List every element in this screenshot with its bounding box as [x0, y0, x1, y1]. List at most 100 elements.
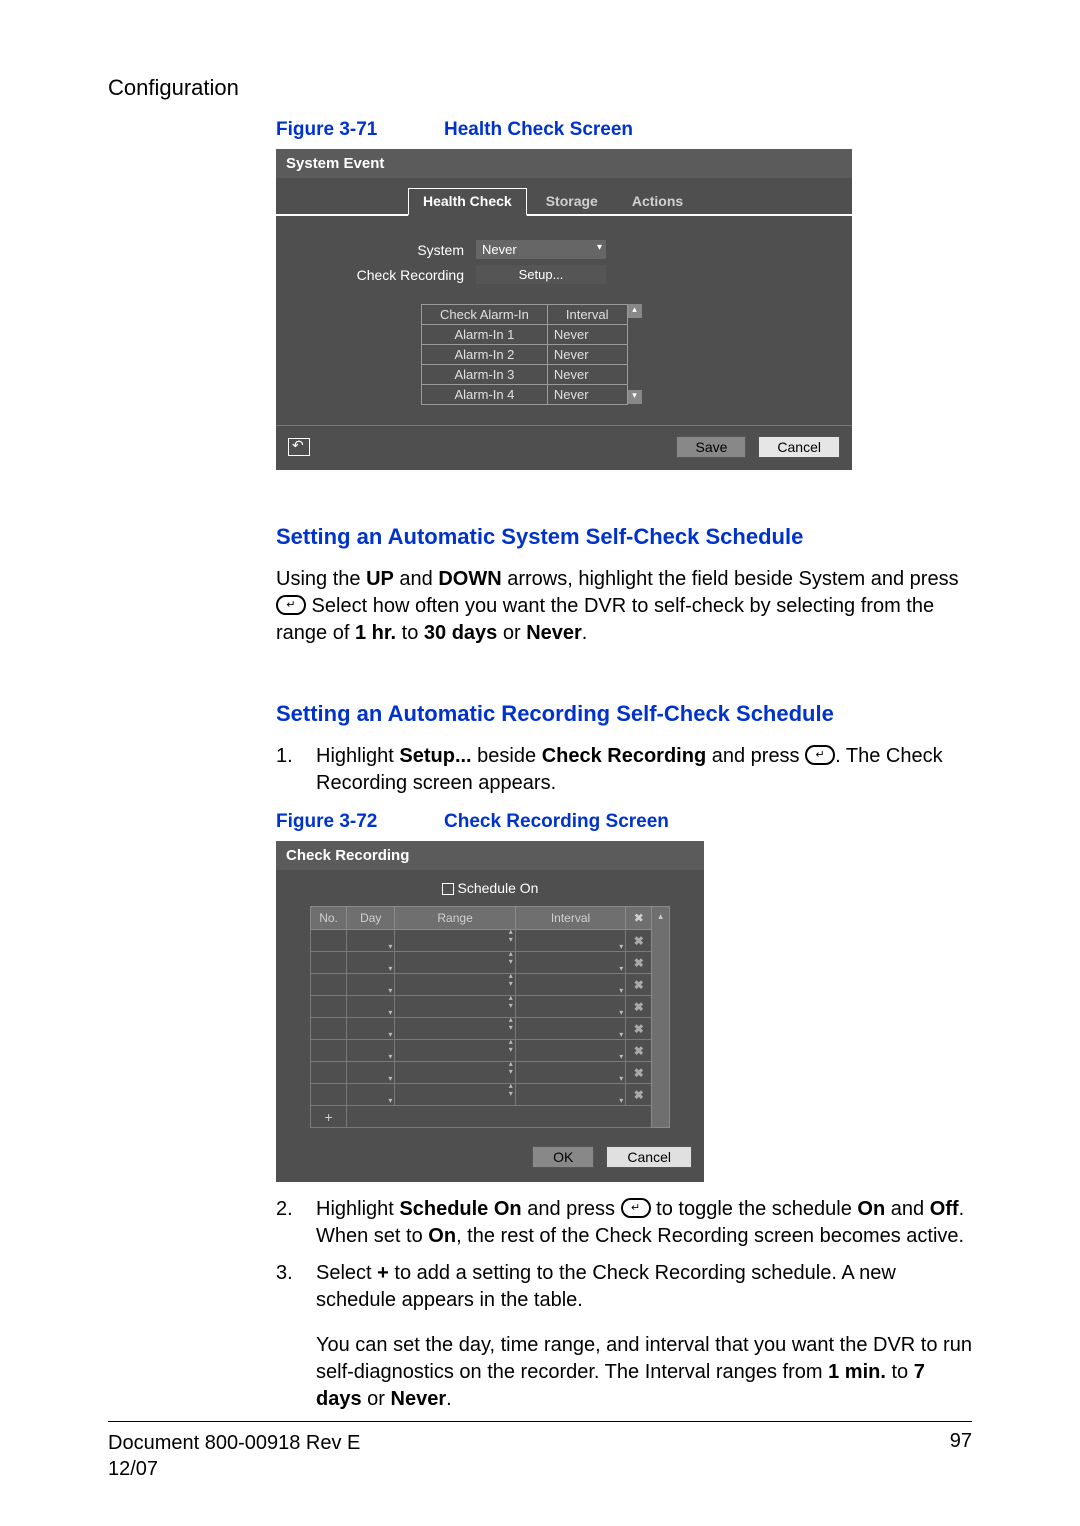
- table-row: ✖: [311, 1040, 670, 1062]
- dialog-title: System Event: [276, 149, 852, 178]
- range-cell[interactable]: [395, 952, 515, 974]
- table-row: ✖: [311, 1084, 670, 1106]
- figure-number-1: Figure 3-71: [276, 119, 444, 141]
- bold-text: Off: [930, 1198, 959, 1220]
- alarm-row-name: Alarm-In 4: [422, 385, 548, 405]
- delete-cell[interactable]: ✖: [626, 1062, 652, 1084]
- bold-text: On: [428, 1225, 456, 1247]
- bold-text: Check Recording: [542, 745, 706, 767]
- day-cell[interactable]: [347, 952, 395, 974]
- text: to: [396, 622, 424, 644]
- interval-cell[interactable]: [515, 996, 625, 1018]
- delete-cell[interactable]: ✖: [626, 1018, 652, 1040]
- tab-health-check[interactable]: Health Check: [408, 188, 527, 216]
- bold-text: +: [377, 1262, 389, 1284]
- system-dropdown[interactable]: Never: [476, 240, 606, 259]
- page-footer: Document 800-00918 Rev E 12/07 97: [108, 1421, 972, 1482]
- system-label: System: [276, 242, 476, 258]
- bold-text: 1 hr.: [355, 622, 396, 644]
- col-day: Day: [347, 907, 395, 930]
- interval-cell[interactable]: [515, 930, 625, 952]
- range-cell[interactable]: [395, 1084, 515, 1106]
- enter-icon: ↵: [805, 745, 835, 765]
- tab-actions[interactable]: Actions: [617, 188, 698, 214]
- list-number: 3.: [276, 1260, 316, 1413]
- alarm-row-interval[interactable]: Never: [547, 385, 627, 405]
- interval-cell[interactable]: [515, 1018, 625, 1040]
- bold-text: Setup...: [399, 745, 471, 767]
- save-button[interactable]: Save: [676, 436, 746, 458]
- scroll-up-icon[interactable]: ▴: [628, 304, 642, 318]
- interval-cell[interactable]: [515, 952, 625, 974]
- bold-text: On: [857, 1198, 885, 1220]
- text: and press: [706, 745, 805, 767]
- day-cell[interactable]: [347, 1084, 395, 1106]
- scroll-down-icon[interactable]: ▾: [628, 390, 642, 404]
- range-cell[interactable]: [395, 1018, 515, 1040]
- day-cell[interactable]: [347, 1040, 395, 1062]
- alarm-row-interval[interactable]: Never: [547, 365, 627, 385]
- range-cell[interactable]: [395, 996, 515, 1018]
- schedule-on-checkbox[interactable]: Schedule On: [276, 870, 704, 906]
- ok-button[interactable]: OK: [532, 1146, 594, 1168]
- figure-label-2: Figure 3-72Check Recording Screen: [276, 811, 972, 833]
- delete-cell[interactable]: ✖: [626, 1040, 652, 1062]
- day-cell[interactable]: [347, 930, 395, 952]
- range-cell[interactable]: [395, 974, 515, 996]
- text: to toggle the schedule: [651, 1198, 858, 1220]
- checkbox-icon[interactable]: [442, 883, 454, 895]
- col-delete: ✖: [626, 907, 652, 930]
- range-cell[interactable]: [395, 930, 515, 952]
- setup-button[interactable]: Setup...: [476, 265, 606, 284]
- scrollbar[interactable]: ▴: [652, 907, 670, 1128]
- bold-text: Never: [391, 1388, 447, 1410]
- range-cell[interactable]: [395, 1040, 515, 1062]
- text: or: [362, 1388, 391, 1410]
- table-row: ✖: [311, 974, 670, 996]
- bold-text: 1 min.: [828, 1361, 886, 1383]
- alarm-row-name: Alarm-In 1: [422, 325, 548, 345]
- day-cell[interactable]: [347, 1018, 395, 1040]
- col-range: Range: [395, 907, 515, 930]
- list-text: Highlight Setup... beside Check Recordin…: [316, 743, 972, 797]
- day-cell[interactable]: [347, 974, 395, 996]
- table-row: ✖: [311, 1018, 670, 1040]
- text: arrows, highlight the field beside Syste…: [502, 568, 959, 590]
- schedule-on-label: Schedule On: [458, 880, 539, 896]
- cancel-button[interactable]: Cancel: [606, 1146, 692, 1168]
- delete-cell[interactable]: ✖: [626, 952, 652, 974]
- schedule-table: No. Day Range Interval ✖ ▴ ✖ ✖ ✖ ✖ ✖ ✖ ✖…: [310, 906, 670, 1128]
- check-recording-label: Check Recording: [276, 267, 476, 283]
- day-cell[interactable]: [347, 996, 395, 1018]
- col-no: No.: [311, 907, 347, 930]
- alarm-row-interval[interactable]: Never: [547, 345, 627, 365]
- delete-cell[interactable]: ✖: [626, 930, 652, 952]
- list-item: 3. Select + to add a setting to the Chec…: [276, 1260, 972, 1413]
- delete-cell[interactable]: ✖: [626, 996, 652, 1018]
- interval-cell[interactable]: [515, 1062, 625, 1084]
- day-cell[interactable]: [347, 1062, 395, 1084]
- alarm-row-name: Alarm-In 2: [422, 345, 548, 365]
- range-cell[interactable]: [395, 1062, 515, 1084]
- alarm-header-name: Check Alarm-In: [422, 305, 548, 325]
- bold-text: 30 days: [424, 622, 497, 644]
- text: Using the: [276, 568, 366, 590]
- text: .: [582, 622, 588, 644]
- delete-cell[interactable]: ✖: [626, 1084, 652, 1106]
- check-recording-screenshot: Check Recording Schedule On No. Day Rang…: [276, 841, 704, 1182]
- interval-cell[interactable]: [515, 1040, 625, 1062]
- delete-cell[interactable]: ✖: [626, 974, 652, 996]
- add-row[interactable]: +: [311, 1106, 670, 1128]
- interval-cell[interactable]: [515, 1084, 625, 1106]
- document-date: 12/07: [108, 1456, 360, 1482]
- back-icon[interactable]: [288, 438, 310, 456]
- tab-storage[interactable]: Storage: [531, 188, 613, 214]
- text: to: [886, 1361, 914, 1383]
- alarm-row-name: Alarm-In 3: [422, 365, 548, 385]
- interval-cell[interactable]: [515, 974, 625, 996]
- bold-text: Schedule On: [399, 1198, 521, 1220]
- cancel-button[interactable]: Cancel: [758, 436, 840, 458]
- dialog-title-2: Check Recording: [276, 841, 704, 870]
- alarm-row-interval[interactable]: Never: [547, 325, 627, 345]
- text: , the rest of the Check Recording screen…: [456, 1225, 964, 1247]
